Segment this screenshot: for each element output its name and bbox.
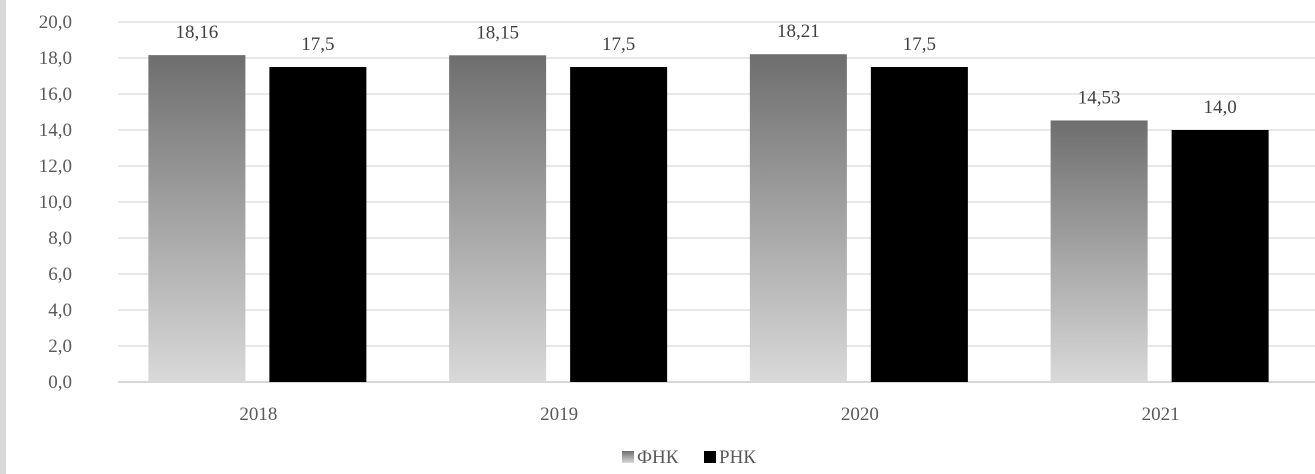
x-axis-tick-labels: 2018 2019 2020 2021	[239, 404, 1179, 425]
legend-label-fnk: ФНК	[637, 447, 679, 468]
legend: ФНК РНК	[622, 447, 756, 468]
bar-rnk-2019	[570, 67, 668, 382]
bar-rnk-2021	[1171, 130, 1269, 382]
data-label-rnk-2018: 17,5	[301, 34, 334, 55]
legend-label-rnk: РНК	[719, 447, 756, 468]
y-tick-label: 4,0	[48, 300, 72, 321]
bar-rnk-2020	[870, 67, 968, 382]
y-tick-label: 2,0	[48, 336, 72, 357]
y-tick-label: 16,0	[39, 84, 72, 105]
legend-swatch-rnk	[704, 451, 716, 463]
y-tick-label: 12,0	[39, 156, 72, 177]
y-tick-label: 6,0	[48, 264, 72, 285]
bar-fnk-2021	[1050, 120, 1148, 383]
data-label-fnk-2020: 18,21	[777, 21, 820, 42]
data-label-rnk-2019: 17,5	[602, 34, 635, 55]
data-labels: 18,16 17,5 18,15 17,5 18,21 17,5 14,53 14,0	[176, 21, 1237, 118]
y-tick-label: 0,0	[48, 372, 72, 393]
y-tick-label: 20,0	[39, 12, 72, 33]
x-tick-label: 2021	[1142, 404, 1180, 425]
x-tick-label: 2020	[841, 404, 879, 425]
data-label-fnk-2021: 14,53	[1078, 87, 1121, 108]
data-label-rnk-2021: 14,0	[1204, 97, 1237, 118]
data-label-fnk-2018: 18,16	[176, 22, 219, 43]
data-label-fnk-2019: 18,15	[476, 22, 519, 43]
bar-fnk-2020	[749, 54, 847, 382]
y-tick-label: 14,0	[39, 120, 72, 141]
legend-swatch-fnk	[622, 451, 634, 463]
y-tick-label: 10,0	[39, 192, 72, 213]
x-tick-label: 2018	[239, 404, 277, 425]
y-axis-tick-labels: 0,0 2,0 4,0 6,0 8,0 10,0 12,0 14,0 16,0 18,0 20,0	[39, 12, 72, 393]
bar-rnk-2018	[269, 67, 367, 382]
data-label-rnk-2020: 17,5	[903, 34, 936, 55]
bar-chart: 0,02,04,06,08,010,012,014,016,018,020,0 …	[39, 12, 1315, 468]
x-tick-label: 2019	[540, 404, 578, 425]
bars	[148, 54, 1269, 383]
bar-fnk-2018	[148, 55, 246, 383]
y-tick-label: 8,0	[48, 228, 72, 249]
bar-fnk-2019	[449, 55, 547, 383]
y-tick-label: 18,0	[39, 48, 72, 69]
